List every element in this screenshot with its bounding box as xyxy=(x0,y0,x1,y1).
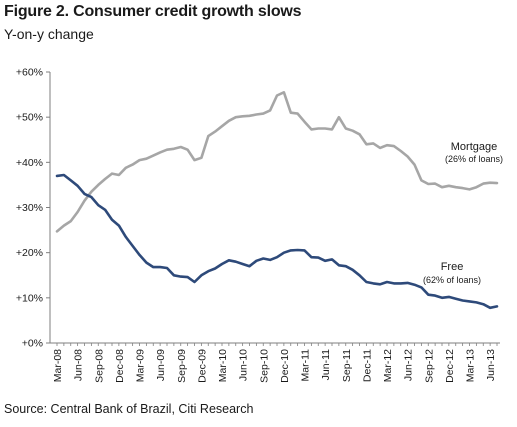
x-tick-label: Jun-08 xyxy=(73,349,85,381)
series-layer xyxy=(55,91,499,310)
x-tick-label: Dec-10 xyxy=(279,349,291,383)
series-line-free xyxy=(55,173,499,310)
y-tick-label: +0% xyxy=(22,338,43,350)
x-tick-label: Jun-09 xyxy=(155,349,167,381)
x-tick-label: Mar-11 xyxy=(300,349,312,382)
series-label-free: Free xyxy=(441,261,464,273)
x-tick-label: Dec-08 xyxy=(114,349,126,383)
x-tick-label: Mar-12 xyxy=(382,349,394,382)
x-tick-label: Mar-13 xyxy=(465,349,477,382)
series-annotation-mortgage: (26% of loans) xyxy=(445,154,503,164)
y-tick-label: +60% xyxy=(16,67,43,79)
x-tick-label: Mar-09 xyxy=(135,349,147,382)
x-tick-label: Dec-11 xyxy=(361,349,373,382)
series-labels: Mortgage (26% of loans) Free (62% of loa… xyxy=(423,141,503,285)
x-tick-label: Sep-11 xyxy=(341,349,353,382)
series-label-mortgage: Mortgage xyxy=(451,141,497,153)
chart-axes: +0% +10% +20% +30% +40% +50% +60% Mar-08 Jun-08 S… xyxy=(16,67,500,383)
series-annotation-free: (62% of loans) xyxy=(423,275,481,285)
x-tick-label: Dec-12 xyxy=(444,349,456,383)
x-tick-label: Sep-12 xyxy=(423,349,435,383)
x-tick-label: Jun-12 xyxy=(403,349,415,381)
x-tick-label: Jun-10 xyxy=(238,349,250,381)
x-tick-label: Sep-10 xyxy=(258,349,270,383)
series-line-mortgage xyxy=(55,91,499,233)
y-tick-label: +40% xyxy=(16,157,43,169)
x-tick-label: Sep-09 xyxy=(176,349,188,383)
y-tick-label: +10% xyxy=(16,292,43,304)
x-tick-label: Mar-10 xyxy=(217,349,229,382)
y-tick-label: +30% xyxy=(16,202,43,214)
x-tick-label: Mar-08 xyxy=(52,349,64,382)
x-tick-label: Jun-11 xyxy=(320,349,332,380)
y-tick-label: +50% xyxy=(16,112,43,124)
y-tick-label: +20% xyxy=(16,247,43,259)
chart-subtitle: Y-on-y change xyxy=(4,26,94,42)
x-tick-label: Dec-09 xyxy=(196,349,208,383)
source-note: Source: Central Bank of Brazil, Citi Res… xyxy=(4,402,254,416)
x-tick-label: Jun-13 xyxy=(485,349,497,381)
x-tick-label: Sep-08 xyxy=(93,349,105,383)
chart-title: Figure 2. Consumer credit growth slows xyxy=(4,3,302,20)
